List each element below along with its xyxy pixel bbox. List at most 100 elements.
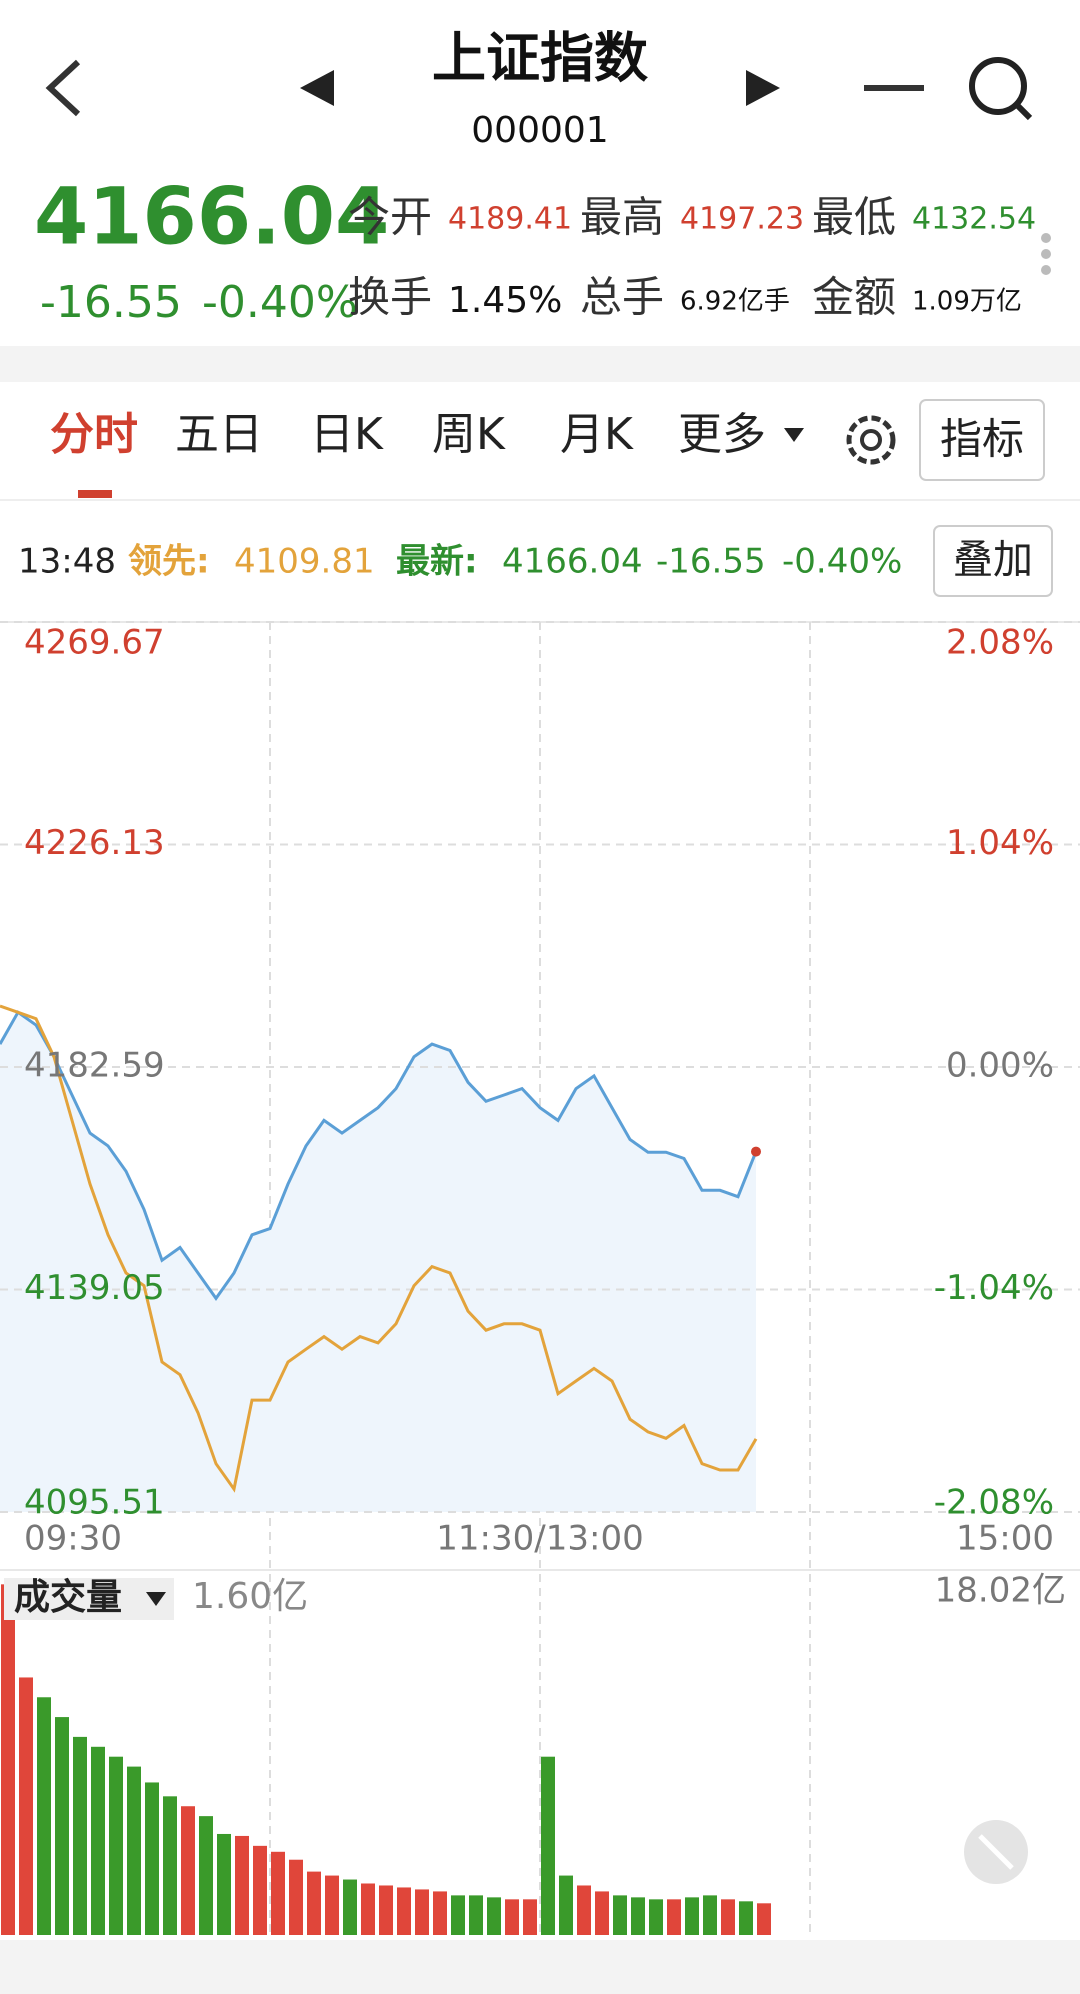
volume-bar [631,1897,645,1935]
y-tick-label: 4139.05 [24,1268,165,1308]
back-button[interactable] [45,59,81,117]
y2-tick-label: -1.04% [934,1268,1054,1308]
volume-bar [739,1901,753,1935]
y2-tick-label: 1.04% [946,823,1054,863]
overlay-button-label: 叠加 [953,537,1033,583]
volume-label: 成交量 [14,1576,122,1618]
volume-bar [487,1897,501,1935]
price: 4166.04 [34,172,389,262]
volume-tick-label: 18.02亿 [935,1571,1066,1611]
dot [1041,265,1051,275]
search-handle [1013,101,1033,121]
line [0,1010,758,1301]
stat-label: 换手 [348,273,432,322]
volume-bar [685,1897,699,1935]
info-lead-label: 领先: [128,542,210,582]
code: 000001 [471,110,608,151]
info-latest-pct: -0.40% [782,542,902,582]
y2-tick-label: 2.08% [946,623,1054,663]
y2-tick-label: 0.00% [946,1046,1054,1086]
gear [846,415,896,465]
stat-value: 1.45% [448,280,562,321]
x-tick-label: 11:30/13:00 [436,1519,643,1559]
prev-button[interactable] [300,70,334,106]
volume-bar [595,1891,609,1935]
info-time: 13:48 [18,542,116,582]
expand-button[interactable] [964,1820,1028,1884]
volume-bar [73,1736,87,1935]
volume-bar [613,1895,627,1935]
settings-button[interactable] [846,415,896,465]
x-tick-label: 15:00 [956,1519,1054,1559]
dropdown-arrow [784,428,804,442]
tab[interactable]: 五日 [175,409,263,460]
stat-value: 6.92亿手 [680,287,790,317]
volume-bar [343,1879,357,1935]
volume-bar [91,1746,105,1935]
volume-bar [559,1875,573,1935]
volume-bar [19,1677,33,1935]
volume-bar [451,1895,465,1935]
separator [0,346,1080,382]
y-tick-label: 4182.59 [24,1046,165,1086]
volume-bar [163,1796,177,1935]
volume-bar [397,1887,411,1935]
stat-value: 4197.23 [680,202,804,237]
stat-label: 今开 [348,193,432,242]
y2-tick-label: -2.08% [934,1483,1054,1523]
volume-bar [361,1883,375,1935]
dot [1041,249,1051,259]
stat-label: 最高 [580,193,664,242]
dot [1041,233,1051,243]
tab-indicator [78,490,112,498]
tab[interactable]: 周K [432,409,506,460]
footer-band [0,1940,1080,1994]
stat-label: 最低 [812,193,896,242]
overlay-button[interactable] [933,525,1053,597]
last-point [751,1146,761,1157]
volume-bar [667,1899,681,1935]
volume-bar [181,1806,195,1935]
change-pct: -0.40% [202,277,358,328]
info-latest-value: 4166.04 [502,542,643,582]
y-tick-label: 4269.67 [24,623,165,663]
y-tick-label: 4095.51 [24,1483,165,1523]
price-chart: 4269.67 4226.13 4182.59 4139.05 4095.51 2.08%… [0,621,1080,1935]
volume-bar [433,1891,447,1935]
y-tick-label: 4226.13 [24,823,165,863]
volume-bar [415,1889,429,1935]
tab[interactable]: 月K [560,409,634,460]
indicator-button-label: 指标 [940,415,1024,464]
volume-bar [37,1697,51,1935]
volume-bar [721,1899,735,1935]
next-button[interactable] [746,70,780,106]
expand-icon [978,1834,1014,1870]
volume-chart: 18.02亿 [1,1571,1066,1935]
info-lead-value: 4109.81 [234,542,375,582]
search-button[interactable] [969,57,1033,121]
stat-label: 总手 [580,273,664,322]
volume-bar [577,1885,591,1935]
volume-bar [199,1816,213,1935]
volume-bar [649,1899,663,1935]
volume-bar [1,1584,15,1935]
volume-current: 1.60亿 [192,1576,308,1617]
volume-bar [325,1875,339,1935]
indicator-button[interactable] [919,399,1045,481]
volume-bar [541,1756,555,1935]
stat-value: 4132.54 [912,202,1036,237]
search-icon [969,57,1027,115]
title: 上证指数 [432,27,648,90]
volume-bar [523,1899,537,1935]
volume-selector[interactable] [4,1578,174,1620]
tab[interactable]: 日K [310,409,384,460]
more-menu[interactable] [1041,233,1051,275]
volume-bar [289,1859,303,1935]
tab[interactable]: 更多 [678,409,766,460]
dropdown-arrow [146,1592,166,1606]
tab[interactable]: 分时 [50,409,138,460]
volume-bar [235,1835,249,1935]
volume-bar [469,1895,483,1935]
volume-bar [55,1717,69,1935]
